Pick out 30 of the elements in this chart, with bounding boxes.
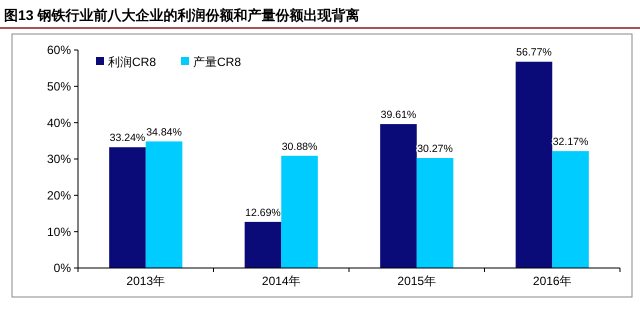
data-label: 33.24% xyxy=(110,132,146,144)
bar xyxy=(416,158,454,268)
data-label: 30.27% xyxy=(417,143,453,156)
bar xyxy=(146,141,182,268)
x-tick-label: 2014年 xyxy=(262,274,301,288)
y-tick-label: 50% xyxy=(46,80,72,94)
x-tick-label: 2015年 xyxy=(397,274,436,288)
data-label: 39.61% xyxy=(380,109,416,122)
y-tick-label: 0% xyxy=(54,261,72,276)
y-tick-label: 10% xyxy=(46,224,72,239)
data-label: 12.69% xyxy=(245,206,281,219)
y-tick-label: 60% xyxy=(46,43,72,58)
x-tick-label: 2016年 xyxy=(532,274,572,288)
y-tick-label: 20% xyxy=(46,188,72,203)
data-label: 30.88% xyxy=(282,140,318,153)
legend-label: 利润CR8 xyxy=(108,55,156,70)
data-label: 34.84% xyxy=(146,126,182,138)
legend-label: 产量CR8 xyxy=(193,55,242,70)
y-tick-label: 40% xyxy=(46,116,72,130)
data-label: 56.77% xyxy=(516,46,552,59)
bar xyxy=(516,62,552,268)
data-label: 32.17% xyxy=(552,136,588,148)
bar xyxy=(380,124,417,268)
bar xyxy=(552,151,589,268)
x-tick-label: 2013年 xyxy=(126,274,166,288)
chart-title: 图13 钢铁行业前八大企业的利润份额和产量份额出现背离 xyxy=(4,7,360,23)
bar xyxy=(109,147,146,268)
bar xyxy=(281,156,318,268)
y-tick-label: 30% xyxy=(46,152,72,166)
bar xyxy=(244,222,282,268)
